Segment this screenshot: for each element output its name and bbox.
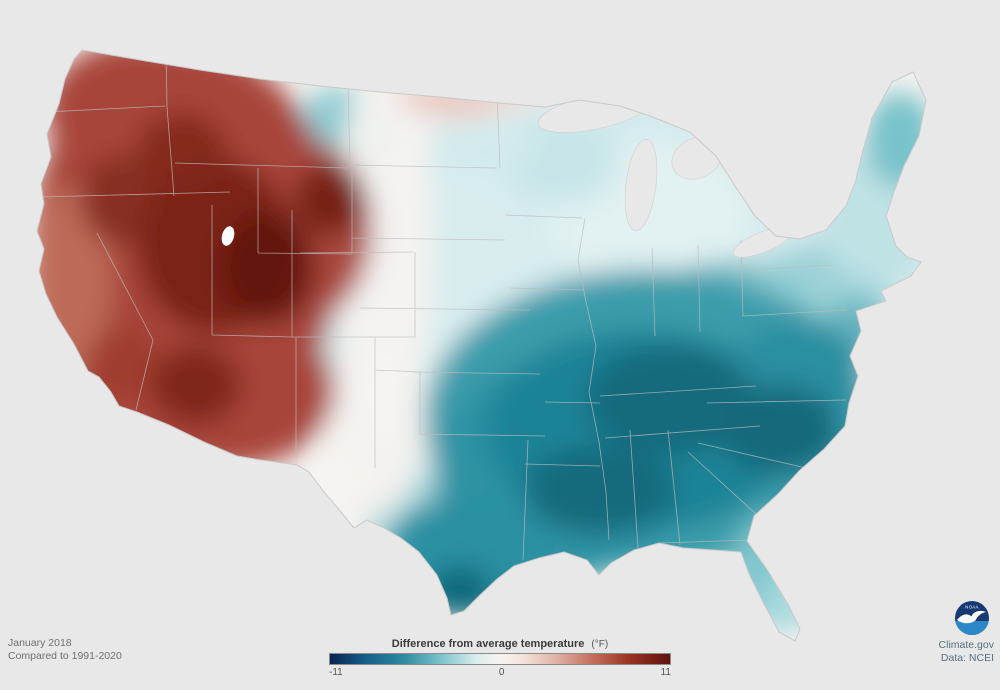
noaa-logo: NOAA (954, 600, 990, 636)
legend-mid-label: 0 (498, 667, 505, 678)
credit-data: Data: NCEI (940, 652, 994, 665)
legend-min-label: -11 (329, 667, 343, 678)
legend-title: Difference from average temperature (°F) (329, 638, 671, 650)
temperature-colorbar (329, 653, 671, 665)
legend-max-label: 11 (660, 667, 671, 678)
noaa-logo-icon: NOAA (955, 600, 989, 635)
anomaly-field (37, 50, 926, 634)
legend-labels: -11 0 11 (329, 667, 671, 678)
noaa-logo-text: NOAA (965, 604, 978, 609)
map-period: January 2018 (8, 636, 72, 649)
map-date-block: January 2018 Compared to 1991-2020 (8, 637, 122, 664)
legend-title-text: Difference from average temperature (391, 638, 585, 650)
legend-title-unit: (°F) (591, 639, 609, 650)
map-baseline: Compared to 1991-2020 (8, 650, 122, 663)
temperature-legend: Difference from average temperature (°F)… (329, 638, 671, 678)
credits-block: NOAA Climate.gov Data: NCEI (939, 600, 994, 666)
great-salt-lake (221, 226, 235, 246)
state-borders (39, 50, 847, 561)
credit-site: Climate.gov (938, 638, 994, 651)
credit-text: Climate.gov Data: NCEI (939, 639, 994, 666)
